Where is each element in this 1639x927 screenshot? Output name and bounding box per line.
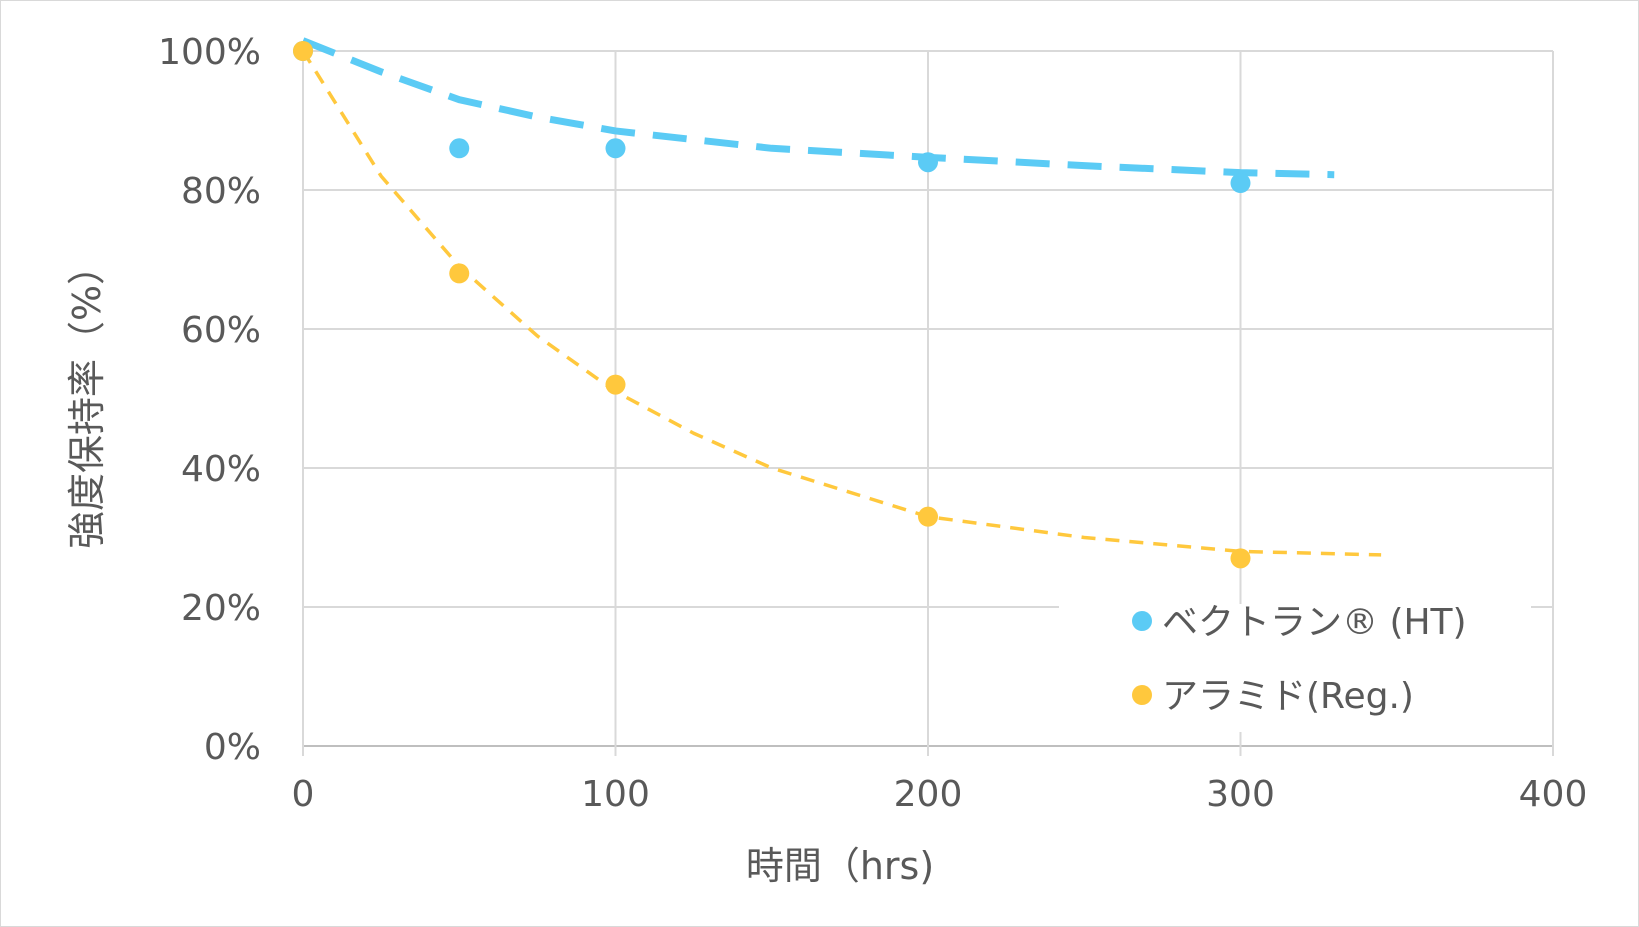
y-tick-label: 100% xyxy=(158,32,261,73)
y-tick-label: 0% xyxy=(204,727,261,768)
legend-marker-aramid xyxy=(1132,685,1152,705)
x-tick-label: 200 xyxy=(894,774,963,815)
y-tick-label: 80% xyxy=(181,171,261,212)
x-tick-label: 400 xyxy=(1519,774,1588,815)
data-point-1 xyxy=(918,506,938,527)
trendline-1 xyxy=(301,50,1382,557)
y-tick-label: 40% xyxy=(181,449,261,490)
data-point-0 xyxy=(449,138,470,159)
legend-label-vectran: ベクトラン® (HT) xyxy=(1162,602,1467,643)
legend-label-aramid: アラミド(Reg.) xyxy=(1162,676,1414,717)
x-tick-label: 300 xyxy=(1206,774,1275,815)
data-point-1 xyxy=(605,374,626,395)
y-tick-label: 20% xyxy=(181,588,261,629)
x-tick-label: 100 xyxy=(581,774,650,815)
legend: ベクトラン® (HT) アラミド(Reg.) xyxy=(1132,602,1467,717)
x-axis-label: 時間（hrs) xyxy=(746,844,934,888)
data-point-1 xyxy=(449,263,470,284)
data-point-0 xyxy=(1230,173,1251,194)
y-axis-label: 強度保持率（%） xyxy=(65,247,109,549)
x-tick-label: 0 xyxy=(292,774,315,815)
legend-marker-vectran xyxy=(1132,611,1152,631)
data-point-0 xyxy=(918,152,938,173)
y-tick-label: 60% xyxy=(181,310,261,351)
data-point-1 xyxy=(293,41,313,61)
data-point-0 xyxy=(605,138,626,159)
data-point-1 xyxy=(1230,548,1251,569)
trendline-0 xyxy=(301,37,1335,179)
